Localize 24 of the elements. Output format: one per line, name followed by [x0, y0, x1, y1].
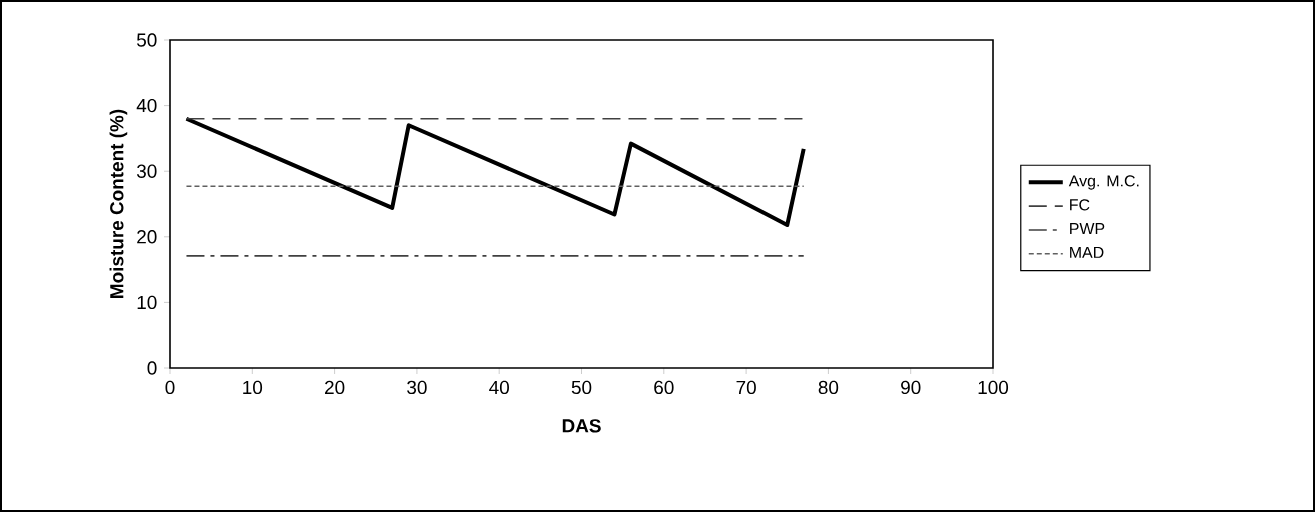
y-tick-label: 20: [137, 230, 157, 244]
y-tick-label: 30: [136, 164, 157, 178]
x-tick-label: 80: [818, 380, 839, 395]
x-tick-label: 60: [654, 380, 674, 395]
x-axis-title: DAS: [562, 419, 601, 433]
x-tick-label: 90: [901, 380, 921, 395]
y-tick-label: 10: [137, 295, 157, 310]
x-tick-label: 40: [489, 380, 509, 395]
legend-label: Avg. M.C.: [1068, 175, 1139, 190]
legend-label: MAD: [1070, 246, 1104, 258]
x-tick-label: 0: [165, 380, 175, 395]
x-tick-label: 70: [736, 380, 756, 395]
x-tick-label: 100: [978, 380, 1009, 395]
y-tick-label: 40: [136, 98, 157, 113]
legend-label: FC: [1070, 199, 1090, 211]
y-axis-title: Moisture Content (%): [109, 109, 128, 298]
y-tick-label: 50: [136, 33, 157, 47]
x-tick-label: 50: [571, 380, 592, 395]
x-tick-label: 20: [325, 380, 345, 395]
x-tick-label: 30: [407, 380, 427, 395]
line-series: [184, 116, 806, 227]
legend-label: PWP: [1070, 223, 1105, 235]
x-tick-label: 10: [243, 380, 263, 395]
y-tick-label: 0: [147, 361, 157, 375]
